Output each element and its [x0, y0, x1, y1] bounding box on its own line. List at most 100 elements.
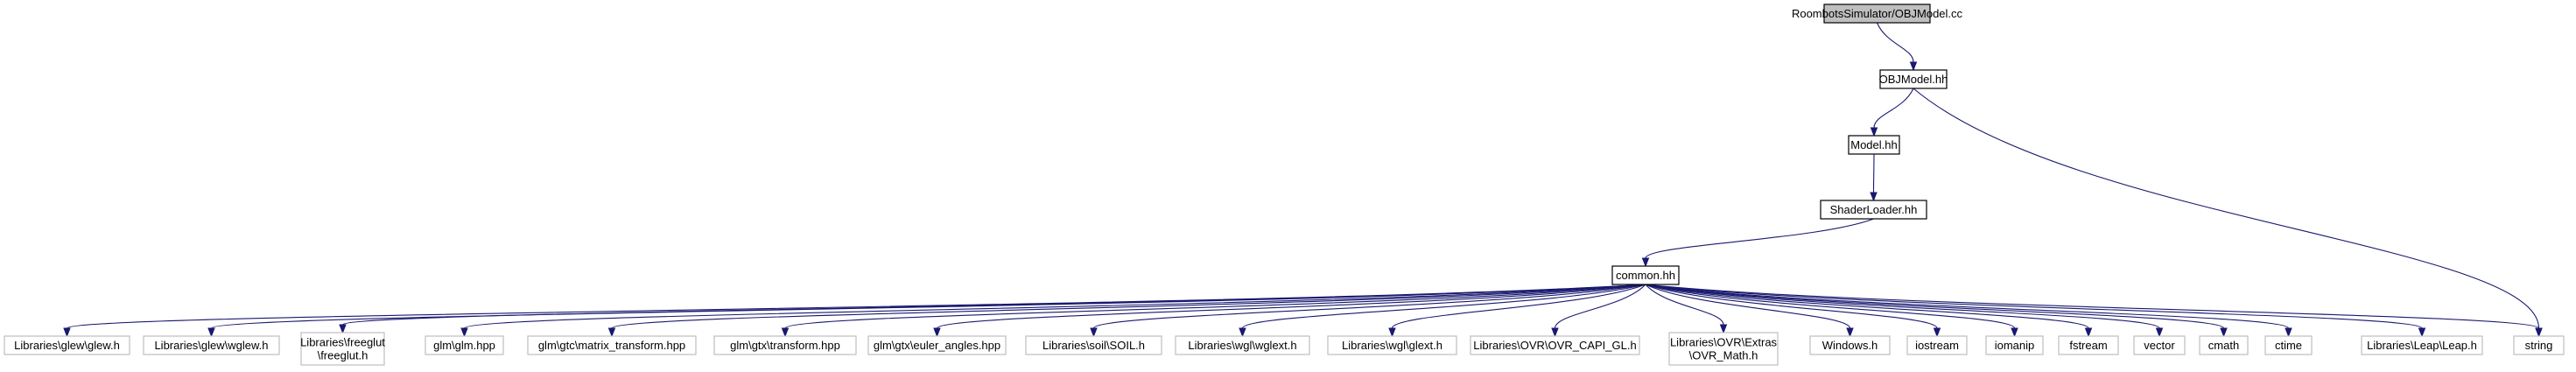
node-label: Windows.h: [1822, 339, 1878, 352]
node-label: Libraries\OVR\Extras: [1670, 336, 1778, 349]
node-label: fstream: [2069, 339, 2107, 352]
edge-objmodel-to-model: [1870, 88, 1914, 137]
node-common[interactable]: common.hh: [1611, 265, 1680, 285]
edge-root-to-objmodel: [1876, 22, 1918, 72]
edges: [63, 22, 2543, 338]
node-ctime[interactable]: ctime: [2264, 335, 2313, 355]
edge-line: [1876, 22, 1914, 63]
edge-line: [1092, 284, 1646, 329]
edge-line: [1645, 284, 1938, 329]
node-box: [1809, 335, 1891, 355]
node-soil[interactable]: Libraries\soil\SOIL.h: [1025, 335, 1162, 355]
node-label: glm\glm.hpp: [433, 339, 495, 352]
node-box: [143, 335, 280, 355]
edge-common-to-ovr_math: [1645, 284, 1728, 334]
edge-line: [936, 284, 1646, 329]
edge-arrowhead: [2285, 327, 2292, 338]
node-box: [1906, 335, 1968, 355]
node-euler_angles[interactable]: glm\gtx\euler_angles.hpp: [867, 335, 1007, 355]
edge-arrowhead: [2535, 327, 2543, 338]
node-freeglut[interactable]: Libraries\freeglut\freeglut.h: [300, 332, 385, 366]
edge-arrowhead: [1090, 327, 1098, 338]
edge-arrowhead: [2084, 327, 2093, 338]
node-iomanip[interactable]: iomanip: [1985, 335, 2044, 355]
node-label: common.hh: [1616, 269, 1675, 282]
node-label: ShaderLoader.hh: [1830, 203, 1918, 216]
edge-line: [1645, 218, 1874, 259]
edge-common-to-ovr_capi: [1551, 284, 1646, 338]
edge-line: [611, 284, 1646, 329]
edge-line: [1645, 284, 2423, 329]
edge-arrowhead: [1641, 257, 1650, 268]
edge-common-to-iostream: [1645, 284, 1941, 338]
node-label: \freeglut.h: [318, 349, 369, 362]
edge-line: [1391, 284, 1646, 329]
node-windows[interactable]: Windows.h: [1809, 335, 1891, 355]
edge-common-to-string: [1645, 284, 2543, 338]
node-box: [1025, 335, 1162, 355]
node-label: Libraries\soil\SOIL.h: [1042, 339, 1145, 352]
node-label: cmath: [2208, 339, 2239, 352]
node-box: [1668, 332, 1779, 366]
node-ovr_math[interactable]: Libraries\OVR\Extras\OVR_Math.h: [1668, 332, 1779, 366]
edge-model-to-shaderloader: [1870, 153, 1878, 202]
edge-arrowhead: [1846, 327, 1854, 338]
edge-line: [1872, 153, 1875, 193]
node-box: [2058, 335, 2119, 355]
edge-common-to-iomanip: [1645, 284, 2018, 338]
node-label: iomanip: [1995, 339, 2035, 352]
edge-common-to-cmath: [1645, 284, 2228, 338]
node-cmath[interactable]: cmath: [2199, 335, 2249, 355]
node-label: Model.hh: [1850, 138, 1897, 151]
node-glew[interactable]: Libraries\glew\glew.h: [4, 335, 130, 355]
edge-arrowhead: [339, 324, 347, 334]
node-glm[interactable]: glm\glm.hpp: [425, 335, 504, 355]
node-label: Libraries\wgl\wglext.h: [1188, 339, 1296, 352]
node-objmodel[interactable]: OBJModel.hh: [1879, 69, 1948, 89]
node-fstream[interactable]: fstream: [2058, 335, 2119, 355]
edge-arrowhead: [1719, 324, 1728, 334]
edge-common-to-windows: [1645, 284, 1854, 338]
node-iostream[interactable]: iostream: [1906, 335, 1968, 355]
node-box: [300, 332, 385, 366]
edge-line: [1645, 284, 2089, 329]
node-matrix_transform[interactable]: glm\gtc\matrix_transform.hpp: [527, 335, 697, 355]
edge-arrowhead: [2418, 327, 2426, 338]
edge-line: [1241, 284, 1646, 329]
node-ovr_capi[interactable]: Libraries\OVR\OVR_CAPI_GL.h: [1470, 335, 1640, 355]
node-wglew[interactable]: Libraries\glew\wglew.h: [143, 335, 280, 355]
edge-arrowhead: [2155, 327, 2164, 338]
edge-line: [1645, 284, 1724, 326]
node-box: [867, 335, 1007, 355]
edge-common-to-euler_angles: [933, 284, 1646, 338]
edge-line: [1645, 284, 2290, 329]
node-wglext[interactable]: Libraries\wgl\wglext.h: [1175, 335, 1310, 355]
node-label: Libraries\OVR\OVR_CAPI_GL.h: [1473, 339, 1636, 352]
node-label: glm\gtx\euler_angles.hpp: [874, 339, 1000, 352]
node-string[interactable]: string: [2513, 335, 2565, 355]
edge-arrowhead: [1933, 327, 1941, 338]
node-label: OBJModel.hh: [1879, 73, 1948, 86]
node-box: [425, 335, 504, 355]
node-box: [1823, 4, 1931, 24]
edge-line: [1645, 284, 1851, 329]
edge-common-to-fstream: [1645, 284, 2093, 338]
node-model[interactable]: Model.hh: [1848, 135, 1900, 155]
node-vector[interactable]: vector: [2133, 335, 2186, 355]
edge-arrowhead: [2011, 327, 2018, 338]
edge-common-to-matrix_transform: [607, 284, 1646, 338]
node-gtx_transform[interactable]: glm\gtx\transform.hpp: [713, 335, 857, 355]
node-label: Libraries\wgl\glext.h: [1342, 339, 1442, 352]
edge-line: [66, 284, 1646, 329]
node-shaderloader[interactable]: ShaderLoader.hh: [1820, 200, 1927, 220]
edge-arrowhead: [460, 327, 468, 338]
edge-line: [1554, 284, 1646, 329]
edge-line: [1873, 88, 1914, 129]
node-glext[interactable]: Libraries\wgl\glext.h: [1327, 335, 1457, 355]
node-box: [1820, 200, 1927, 220]
edge-line: [1645, 284, 2225, 329]
node-leap[interactable]: Libraries\Leap\Leap.h: [2361, 335, 2483, 355]
edge-common-to-freeglut: [339, 284, 1646, 334]
node-box: [1848, 135, 1900, 155]
node-box: [1175, 335, 1310, 355]
